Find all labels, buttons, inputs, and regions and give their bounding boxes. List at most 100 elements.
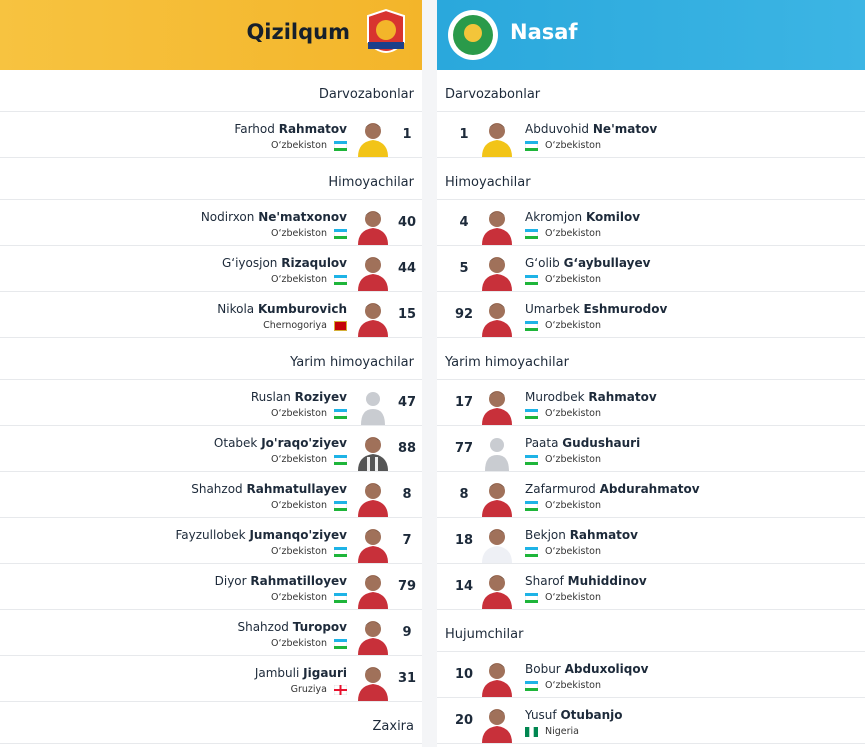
player-name: Bobur Abduxoliqov [525, 662, 648, 676]
player-row: Murodbek Rahmatov O‘zbekiston 17 [437, 380, 865, 426]
first-name: Nikola [217, 302, 255, 316]
last-name: Abdurahmatov [599, 482, 700, 496]
team-header: Qizilqum [0, 0, 422, 70]
flag [334, 501, 347, 511]
player-name: G‘olib G‘aybullayev [525, 256, 650, 270]
flag [525, 455, 538, 465]
country: O‘zbekiston [270, 546, 327, 557]
player-row: Sharof Muhiddinov O‘zbekiston 14 [437, 564, 865, 610]
shirt-number: 8 [402, 487, 412, 502]
country: Chernogoriya [263, 320, 327, 331]
flag [334, 639, 347, 649]
player-photo [482, 529, 512, 563]
first-name: Yusuf [525, 708, 557, 722]
section-header: Himoyachilar [0, 158, 422, 200]
section-title: Darvozabonlar [318, 87, 414, 102]
shirt-number: 15 [397, 307, 417, 322]
team-name: Nasaf [510, 20, 578, 44]
player-name: Abduvohid Ne'matov [525, 122, 657, 136]
country: O‘zbekiston [270, 408, 327, 419]
last-name: Jumanqo'ziyev [249, 528, 347, 542]
section-header: Yarim himoyachilar [437, 338, 865, 380]
team-logo [448, 10, 498, 60]
player-photo [482, 303, 512, 337]
first-name: Diyor [214, 574, 247, 588]
first-name: Umarbek [525, 302, 580, 316]
player-photo [358, 575, 388, 609]
last-name: Rizaqulov [281, 256, 347, 270]
first-name: Akromjon [525, 210, 583, 224]
player-photo [358, 303, 388, 337]
player-row: Otabek Jo'raqo'ziyev O‘zbekiston 88 [0, 426, 422, 472]
country: O‘zbekiston [270, 228, 327, 239]
section-title: Himoyachilar [328, 175, 414, 190]
player-photo [358, 437, 388, 471]
section-title: Himoyachilar [445, 175, 531, 190]
last-name: Komilov [585, 210, 641, 224]
section-header: Yarim himoyachilar [0, 338, 422, 380]
section-title: Yarim himoyachilar [445, 355, 569, 370]
shirt-number: 7 [402, 533, 412, 548]
shirt-number: 4 [459, 215, 469, 230]
player-row: Akromjon Komilov O‘zbekiston 4 [437, 200, 865, 246]
shirt-number: 79 [397, 579, 417, 594]
country: O‘zbekiston [270, 500, 327, 511]
shirt-number: 20 [454, 713, 474, 728]
player-row: Abduvohid Ne'matov O‘zbekiston 1 [437, 112, 865, 158]
flag [525, 141, 538, 151]
flag [334, 321, 347, 331]
last-name: Rahmatov [588, 390, 657, 404]
flag [334, 141, 347, 151]
player-row: Bekjon Rahmatov O‘zbekiston 18 [437, 518, 865, 564]
shirt-number: 88 [397, 441, 417, 456]
team-panel: Nasaf Darvozabonlar Abduvohid Ne'matov O‘z… [437, 0, 865, 747]
flag [525, 727, 538, 737]
country: O‘zbekiston [270, 454, 327, 465]
first-name: G‘iyosjon [221, 256, 278, 270]
player-row: Jambuli Jigauri Gruziya 31 [0, 656, 422, 702]
team-panel: Qizilqum Darvozabonlar Farhod Rahmatov O‘z… [0, 0, 422, 747]
first-name: Shahzod [237, 620, 289, 634]
player-name: Shahzod Turopov [237, 620, 347, 634]
flag [334, 275, 347, 285]
flag [525, 275, 538, 285]
player-name: Zafarmurod Abdurahmatov [525, 482, 700, 496]
section-title: Darvozabonlar [445, 87, 541, 102]
player-row: Bobur Abduxoliqov O‘zbekiston 10 [437, 652, 865, 698]
country: O‘zbekiston [270, 274, 327, 285]
flag [525, 409, 538, 419]
shirt-number: 1 [459, 127, 469, 142]
player-row: Shahzod Turopov O‘zbekiston 9 [0, 610, 422, 656]
player-photo [482, 483, 512, 517]
shirt-number: 9 [402, 625, 412, 640]
player-name: G‘iyosjon Rizaqulov [222, 256, 347, 270]
player-name: Shahzod Rahmatullayev [191, 482, 347, 496]
first-name: Bekjon [525, 528, 566, 542]
player-photo [361, 392, 385, 425]
country: Nigeria [545, 726, 579, 737]
country: O‘zbekiston [545, 680, 602, 691]
player-row: Fayzullobek Jumanqo'ziyev O‘zbekiston 7 [0, 518, 422, 564]
country: O‘zbekiston [545, 320, 602, 331]
section-header: Darvozabonlar [0, 70, 422, 112]
shirt-number: 14 [454, 579, 474, 594]
first-name: Sharof [525, 574, 564, 588]
player-name: Yusuf Otubanjo [525, 708, 623, 722]
last-name: Gudushauri [562, 436, 641, 450]
country: O‘zbekiston [270, 140, 327, 151]
shirt-number: 10 [454, 667, 474, 682]
player-name: Paata Gudushauri [525, 436, 640, 450]
country: O‘zbekiston [545, 546, 602, 557]
section-header: Himoyachilar [437, 158, 865, 200]
player-photo [485, 438, 509, 471]
player-name: Jambuli Jigauri [255, 666, 347, 680]
last-name: Eshmurodov [583, 302, 668, 316]
flag [525, 501, 538, 511]
country: Gruziya [290, 684, 327, 695]
flag [334, 409, 347, 419]
player-row: Ruslan Roziyev O‘zbekiston 47 [0, 380, 422, 426]
last-name: G‘aybullayev [563, 256, 651, 270]
last-name: Rahmatov [278, 122, 347, 136]
shirt-number: 92 [454, 307, 474, 322]
last-name: Rahmatullayev [246, 482, 348, 496]
